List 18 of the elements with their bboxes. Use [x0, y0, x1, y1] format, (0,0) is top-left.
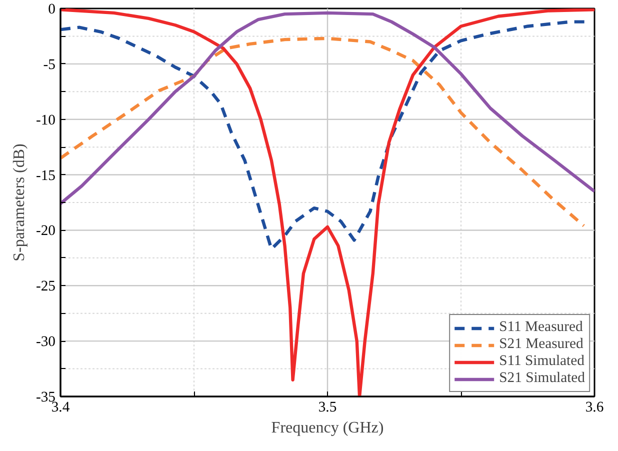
line-series	[60, 36, 586, 228]
legend-label: S21 Measured	[499, 336, 584, 353]
y-tick-label: -25	[36, 278, 56, 295]
y-tick-label: -5	[43, 56, 56, 73]
x-tick-label: 3.6	[585, 400, 604, 416]
y-tick-label: -30	[36, 334, 56, 350]
y-tick-label: -15	[36, 168, 56, 184]
legend-label: S11 Simulated	[499, 353, 584, 370]
legend-label: S11 Measured	[499, 319, 583, 336]
y-tick-label: -20	[36, 223, 56, 240]
line-series	[60, 11, 594, 206]
y-tick-label: 0	[48, 2, 56, 18]
x-tick-label: 3.5	[318, 400, 337, 416]
y-axis-title: S-parameters (dB)	[10, 144, 28, 262]
line-series	[60, 8, 594, 396]
legend-label: S21 Simulated	[499, 370, 585, 387]
x-axis-title: Frequency (GHz)	[271, 420, 384, 436]
y-tick-label: -10	[36, 112, 56, 128]
